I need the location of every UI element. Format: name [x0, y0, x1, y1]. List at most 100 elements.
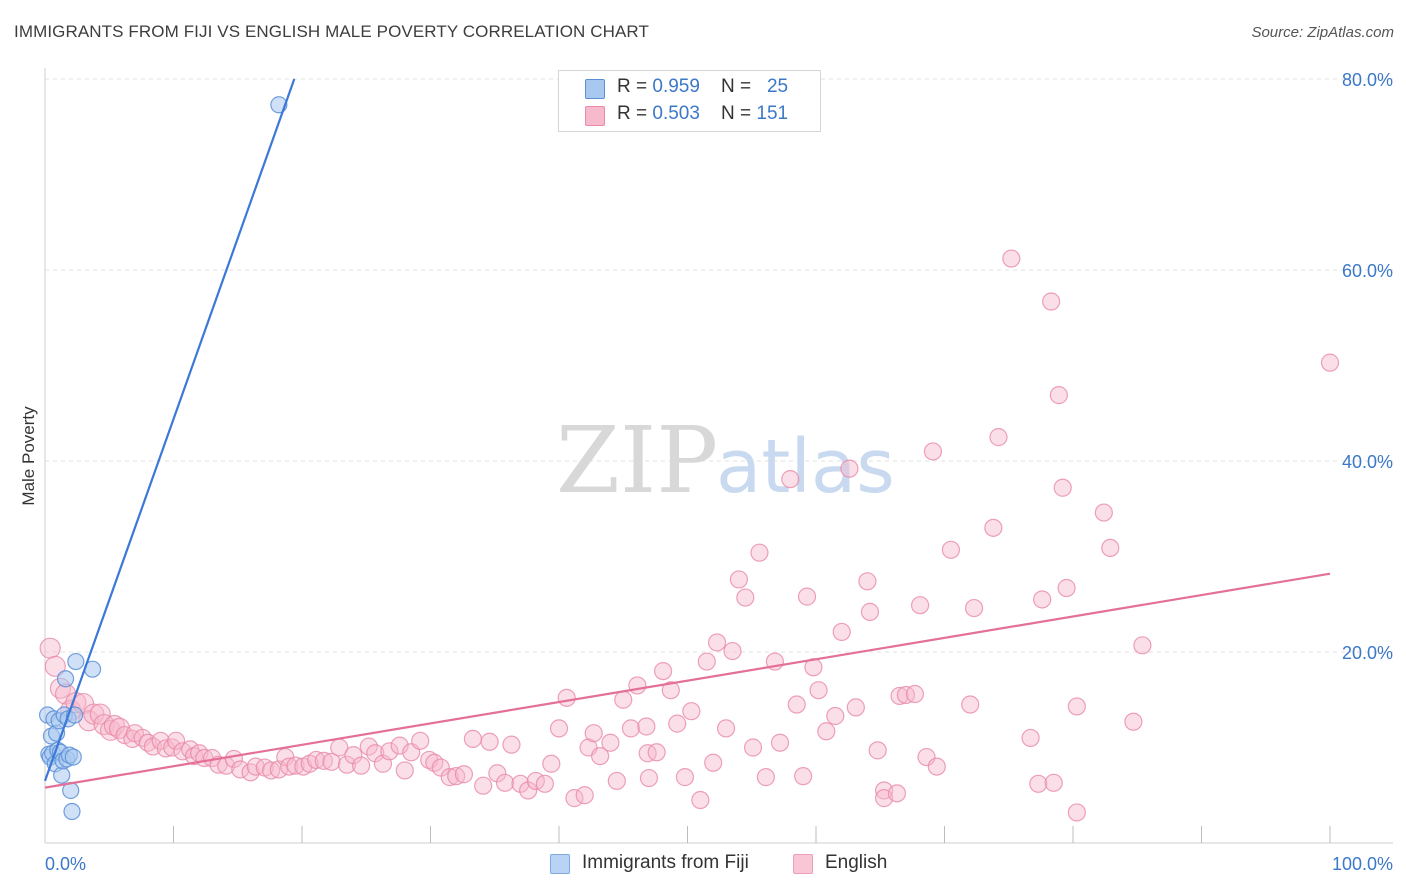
watermark: ZIP atlas	[556, 407, 895, 514]
english-point	[647, 743, 666, 762]
watermark-atlas: atlas	[716, 424, 895, 510]
english-point	[905, 684, 925, 704]
english-point	[519, 781, 538, 800]
english-point	[549, 719, 569, 738]
english-legend-swatch	[793, 854, 813, 874]
english-point	[868, 741, 887, 760]
english-point	[691, 790, 710, 810]
english-point	[675, 768, 695, 787]
legend-n-value: 25	[766, 76, 789, 97]
fiji-swatch	[585, 79, 605, 99]
fiji-point	[56, 670, 75, 688]
fiji-point	[63, 802, 81, 821]
english-point	[314, 751, 333, 770]
english-point	[488, 764, 507, 783]
english-point	[637, 717, 656, 736]
english-legend-label: English	[825, 852, 888, 873]
legend-n-value: 151	[756, 103, 789, 124]
english-point	[557, 688, 576, 707]
english-point	[770, 733, 790, 752]
english-point	[44, 655, 66, 677]
fiji-legend-swatch	[550, 854, 570, 874]
english-point	[575, 786, 594, 805]
chart-title: IMMIGRANTS FROM FIJI VS ENGLISH MALE POV…	[14, 22, 649, 41]
english-point	[840, 459, 859, 478]
english-point	[797, 587, 817, 606]
english-point	[661, 681, 680, 700]
english-point	[621, 719, 641, 738]
english-point	[736, 588, 755, 607]
english-point	[846, 698, 865, 717]
english-point	[707, 633, 727, 652]
english-point	[826, 706, 845, 726]
english-point	[923, 442, 943, 461]
grid-lines	[45, 78, 1393, 653]
source-credit: Source: ZipAtlas.com	[1251, 24, 1394, 41]
english-point	[463, 729, 483, 749]
english-point	[1067, 697, 1086, 716]
english-point	[927, 757, 946, 776]
english-swatch	[585, 106, 605, 126]
english-point	[1021, 728, 1040, 748]
correlation-legend: R = 0.959 N = 25 R = 0.503 N = 151	[558, 70, 821, 132]
english-point	[231, 760, 250, 779]
english-point	[411, 731, 430, 750]
english-point	[614, 690, 633, 709]
english-point	[1133, 636, 1152, 655]
english-point	[395, 761, 414, 780]
english-point	[639, 768, 659, 788]
english-point	[817, 722, 836, 741]
english-point	[1033, 590, 1052, 609]
english-point	[322, 752, 341, 771]
english-point	[794, 767, 813, 786]
legend-n-label: N =	[721, 76, 757, 97]
english-point	[832, 622, 851, 642]
english-point	[262, 761, 281, 780]
english-point	[591, 746, 610, 766]
english-point	[961, 695, 980, 714]
english-point	[704, 753, 723, 772]
english-point	[601, 733, 620, 752]
english-point	[542, 754, 561, 773]
english-point	[565, 789, 584, 808]
english-point	[984, 518, 1003, 537]
english-points	[39, 249, 1340, 822]
english-point	[1094, 503, 1113, 522]
english-point	[1042, 292, 1061, 311]
english-point	[495, 773, 515, 792]
english-point	[280, 757, 299, 776]
english-point	[781, 470, 800, 489]
fiji-trend-line	[43, 78, 296, 782]
x-tick-label: 100.0%	[1332, 854, 1393, 874]
english-point	[241, 763, 260, 782]
english-point	[910, 596, 930, 615]
english-point	[584, 724, 603, 743]
fiji-point	[64, 748, 82, 766]
legend-r-label: R =	[617, 103, 653, 124]
english-point	[39, 637, 61, 659]
english-point	[1029, 774, 1048, 793]
english-point	[1049, 386, 1068, 405]
fiji-point	[67, 652, 85, 671]
english-point	[860, 602, 880, 621]
english-point	[607, 771, 626, 791]
english-trend-line	[44, 572, 1331, 789]
english-point	[352, 756, 371, 775]
english-point	[890, 686, 909, 706]
y-axis-label: Male Poverty	[19, 406, 38, 506]
english-point	[440, 768, 459, 787]
english-point	[697, 652, 716, 671]
english-point	[307, 750, 326, 770]
legend-r-label: R =	[617, 76, 653, 97]
y-tick-label: 40.0%	[1342, 452, 1393, 472]
english-point	[480, 732, 499, 751]
english-point	[668, 714, 687, 733]
english-point	[756, 768, 775, 787]
english-point	[723, 641, 742, 661]
english-point	[989, 428, 1008, 447]
english-point	[286, 756, 305, 775]
x-tick-label: 0.0%	[45, 854, 86, 874]
english-point	[743, 738, 763, 757]
english-point	[750, 543, 769, 562]
